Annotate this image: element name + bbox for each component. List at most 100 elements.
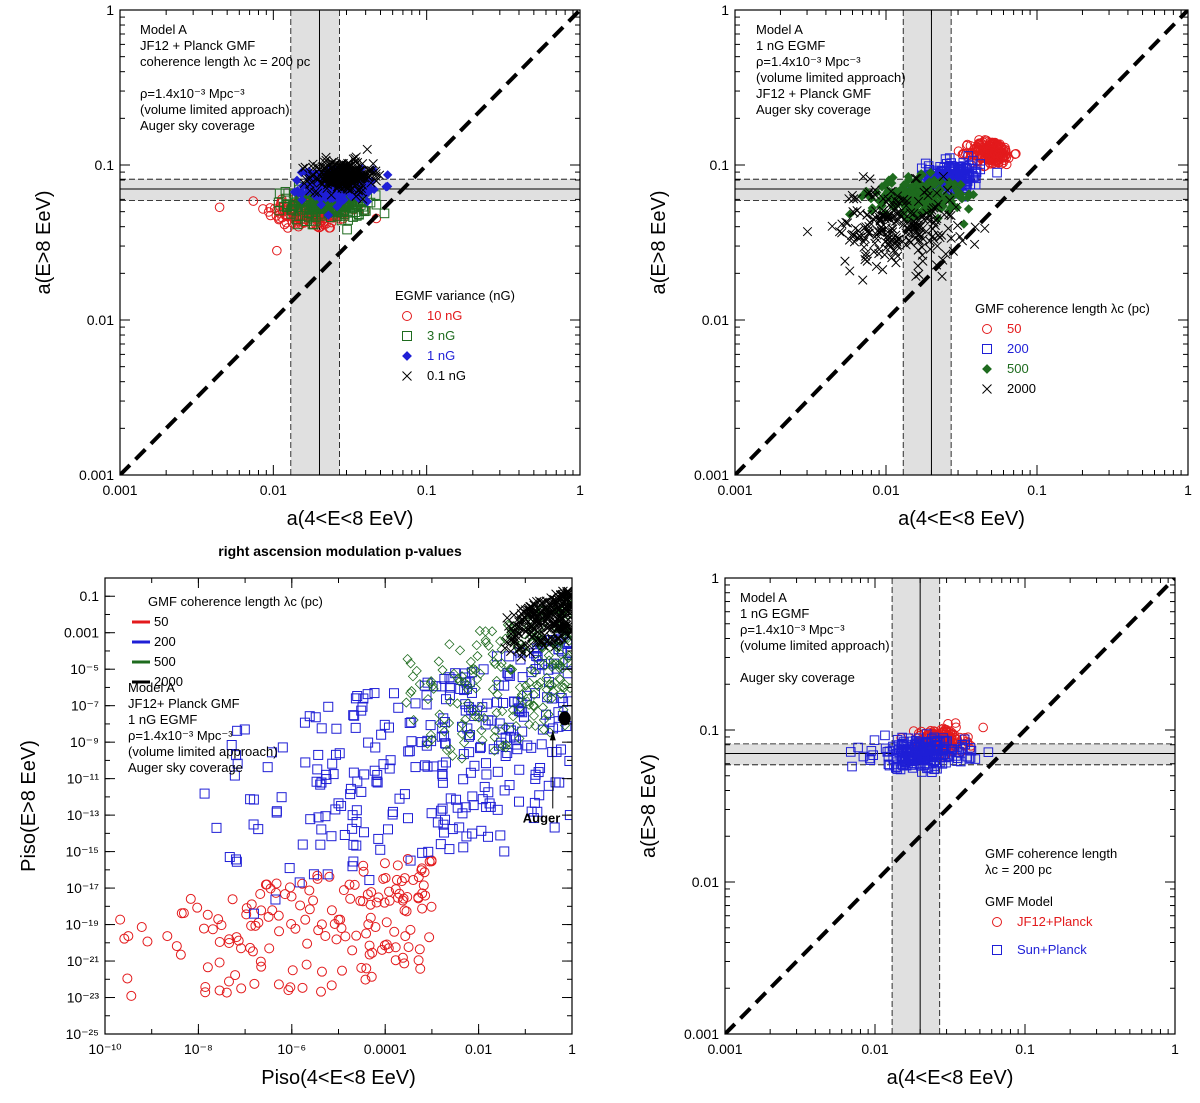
data-point — [338, 885, 349, 896]
data-point — [365, 899, 376, 910]
data-point — [373, 833, 384, 844]
data-point — [315, 779, 326, 790]
data-point — [495, 830, 506, 841]
y-tick-label: 1 — [711, 570, 719, 586]
data-point — [562, 602, 572, 612]
data-point — [456, 728, 468, 739]
data-point — [236, 983, 247, 994]
data-point — [198, 923, 209, 934]
data-point — [962, 176, 973, 186]
data-point — [436, 805, 447, 816]
data-point — [349, 879, 360, 890]
data-point — [214, 985, 225, 996]
data-point — [874, 248, 884, 259]
data-point — [514, 733, 525, 744]
diagonal-line — [735, 10, 1188, 475]
data-point — [476, 825, 487, 836]
data-point — [485, 801, 496, 812]
data-point — [510, 734, 521, 745]
data-point — [342, 224, 352, 235]
data-point — [445, 793, 456, 804]
data-point — [284, 882, 295, 893]
data-point — [459, 737, 470, 748]
data-point — [292, 175, 302, 186]
data-point — [556, 693, 567, 704]
data-point — [970, 754, 981, 764]
data-point — [940, 752, 951, 763]
y-tick-label: 10⁻⁷ — [71, 698, 99, 714]
data-point — [447, 824, 458, 835]
data-point — [490, 725, 501, 736]
data-point — [562, 668, 572, 679]
data-point — [509, 620, 520, 631]
data-point — [343, 215, 353, 225]
x-axis-label: a(4<E<8 EeV) — [898, 508, 1025, 530]
data-point — [533, 767, 544, 778]
data-point — [414, 944, 425, 955]
data-point — [277, 742, 288, 753]
data-point — [248, 908, 259, 919]
data-point — [549, 594, 559, 605]
data-point — [959, 734, 970, 745]
y-tick-label: 10⁻¹³ — [67, 807, 100, 823]
data-point — [304, 904, 315, 915]
x-tick-label: 0.01 — [861, 1041, 888, 1057]
data-point — [241, 909, 252, 920]
data-point — [316, 824, 327, 835]
data-point — [405, 658, 416, 669]
data-point — [483, 640, 494, 651]
data-point — [350, 722, 361, 733]
data-point — [528, 710, 540, 721]
data-point — [355, 895, 366, 906]
data-point — [367, 947, 378, 958]
data-point — [302, 938, 313, 949]
data-point — [871, 206, 881, 216]
data-point — [982, 384, 992, 394]
data-point — [458, 842, 469, 853]
data-point — [291, 214, 302, 225]
data-point — [407, 671, 419, 682]
data-point — [320, 930, 331, 941]
y-tick-label: 10⁻¹¹ — [67, 771, 100, 787]
data-point — [417, 888, 428, 899]
annotation-line: 1 nG EGMF — [756, 38, 825, 53]
data-point — [469, 760, 480, 771]
data-point — [554, 659, 565, 670]
data-point — [491, 675, 502, 686]
data-point — [941, 249, 951, 259]
data-point — [402, 351, 412, 361]
data-point — [524, 677, 535, 688]
data-point — [475, 701, 486, 712]
data-point — [537, 724, 548, 735]
data-point — [860, 234, 870, 244]
data-point — [371, 199, 382, 210]
y-tick-label: 10⁻⁹ — [70, 734, 99, 750]
data-point — [456, 721, 467, 732]
data-point — [514, 796, 525, 807]
data-point — [326, 831, 337, 842]
data-point — [444, 844, 455, 855]
data-point — [421, 690, 432, 701]
data-point — [558, 656, 569, 667]
data-point — [265, 210, 276, 221]
y-tick-label: 0.1 — [95, 157, 115, 173]
data-point — [565, 683, 572, 694]
data-point — [258, 204, 268, 214]
data-point — [344, 161, 354, 171]
data-point — [362, 689, 373, 700]
data-point — [902, 752, 913, 763]
auger-label: Auger — [523, 810, 561, 825]
y-tick-label: 10⁻¹⁹ — [65, 917, 99, 933]
data-point — [480, 637, 491, 648]
data-point — [892, 216, 903, 226]
data-point — [907, 736, 917, 747]
data-point — [410, 698, 421, 709]
data-point — [513, 644, 524, 655]
data-point — [467, 705, 478, 717]
data-point — [284, 863, 295, 874]
data-point — [506, 664, 518, 675]
data-point — [853, 742, 863, 753]
data-point — [408, 875, 419, 886]
data-point — [420, 760, 431, 771]
